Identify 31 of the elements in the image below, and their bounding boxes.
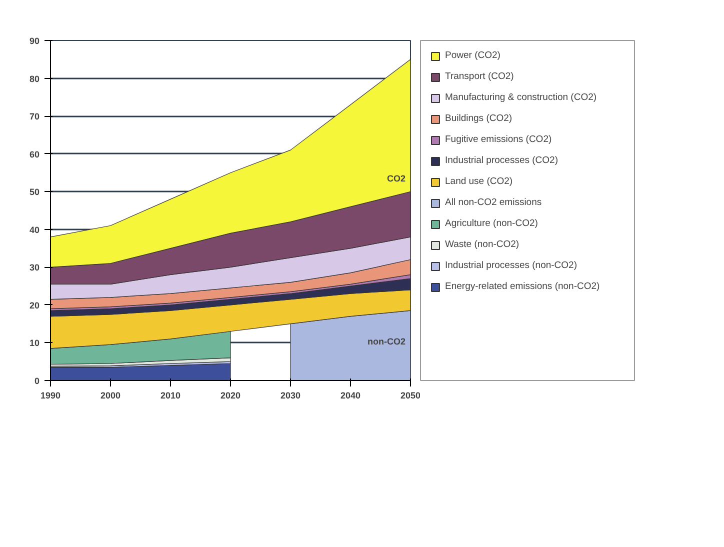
x-tick-label: 1990 bbox=[40, 390, 61, 400]
y-tick-label: 80 bbox=[29, 74, 40, 84]
legend-label: Manufacturing & construction (CO2) bbox=[445, 92, 597, 103]
legend-label: Agriculture (non-CO2) bbox=[445, 218, 538, 229]
legend-label: Energy-related emissions (non-CO2) bbox=[445, 281, 600, 292]
annotation: non-CO2 bbox=[368, 336, 406, 346]
y-tick-label: 90 bbox=[29, 36, 40, 46]
y-tick-label: 30 bbox=[29, 262, 40, 273]
legend-label: Fugitive emissions (CO2) bbox=[445, 134, 552, 145]
x-tick-label: 2050 bbox=[400, 390, 421, 400]
x-tick-label: 2000 bbox=[100, 390, 121, 400]
y-tick-label: 10 bbox=[29, 338, 40, 348]
legend-label: Transport (CO2) bbox=[445, 71, 514, 82]
x-tick-label: 2030 bbox=[280, 390, 301, 400]
legend-label: Industrial processes (non-CO2) bbox=[445, 260, 577, 271]
legend-label: Buildings (CO2) bbox=[445, 113, 512, 124]
y-tick-label: 20 bbox=[29, 300, 40, 310]
x-tick-label: 2040 bbox=[340, 390, 361, 400]
legend-label: Power (CO2) bbox=[445, 50, 500, 61]
legend-label: Waste (non-CO2) bbox=[445, 239, 520, 250]
legend-label: Industrial processes (CO2) bbox=[445, 155, 558, 166]
y-tick-label: 0 bbox=[34, 376, 40, 386]
x-tick-label: 2010 bbox=[160, 390, 181, 400]
y-tick-label: 60 bbox=[29, 149, 40, 160]
legend-label: Land use (CO2) bbox=[445, 176, 513, 187]
y-tick-label: 50 bbox=[29, 187, 40, 198]
legend-label: All non-CO2 emissions bbox=[445, 197, 542, 208]
annotation: CO2 bbox=[386, 173, 406, 184]
y-tick-label: 40 bbox=[29, 224, 40, 235]
x-tick-label: 2020 bbox=[220, 390, 241, 400]
y-tick-label: 70 bbox=[29, 112, 40, 122]
